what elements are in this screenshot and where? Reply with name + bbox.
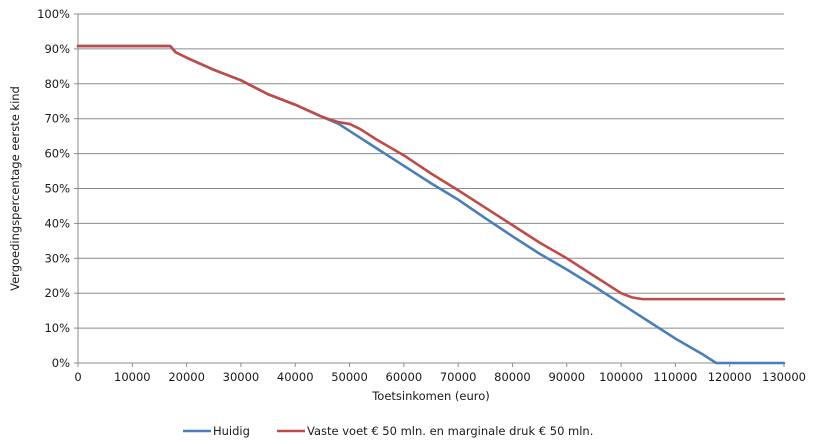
legend-label-1: Huidig <box>213 424 250 438</box>
y-tick-label: 90% <box>44 42 70 56</box>
x-tick-label: 70000 <box>440 370 477 384</box>
y-tick-label: 100% <box>37 7 70 21</box>
x-tick-label: 110000 <box>653 370 697 384</box>
legend-label-2: Vaste voet € 50 mln. en marginale druk €… <box>307 424 593 438</box>
y-tick-label: 30% <box>44 251 70 265</box>
x-tick-label: 100000 <box>599 370 643 384</box>
y-tick-label: 20% <box>44 286 70 300</box>
y-tick-label: 50% <box>44 182 70 196</box>
x-tick-label: 60000 <box>386 370 423 384</box>
axes: 0% 10% 20% 30% 40% 50% 60% 70% 80% 90% 100% 0 10000 2… <box>37 7 806 384</box>
y-tick-label: 60% <box>44 147 70 161</box>
y-tick-label: 10% <box>44 321 70 335</box>
x-tick-label: 20000 <box>168 370 205 384</box>
x-tick-label: 40000 <box>277 370 314 384</box>
y-tick-label: 80% <box>44 77 70 91</box>
x-tick-label: 80000 <box>494 370 531 384</box>
y-tick-label: 70% <box>44 112 70 126</box>
grid-lines <box>78 13 784 329</box>
x-tick-label: 10000 <box>114 370 151 384</box>
series-line-2 <box>76 44 786 301</box>
series-line-1 <box>76 44 786 365</box>
x-tick-label: 120000 <box>708 370 752 384</box>
x-tick-label: 90000 <box>548 370 585 384</box>
x-tick-label: 50000 <box>331 370 368 384</box>
legend: Huidig Vaste voet € 50 mln. en marginale … <box>183 424 593 438</box>
x-tick-label: 0 <box>74 370 81 384</box>
x-axis-title: Toetsinkomen (euro) <box>371 389 490 403</box>
y-tick-label: 0% <box>52 356 70 370</box>
y-axis-title: Vergoedingspercentage eerste kind <box>8 86 22 291</box>
x-tick-label: 130000 <box>762 370 806 384</box>
series-lines <box>76 44 786 365</box>
y-tick-label: 40% <box>44 216 70 230</box>
x-tick-label: 30000 <box>223 370 260 384</box>
